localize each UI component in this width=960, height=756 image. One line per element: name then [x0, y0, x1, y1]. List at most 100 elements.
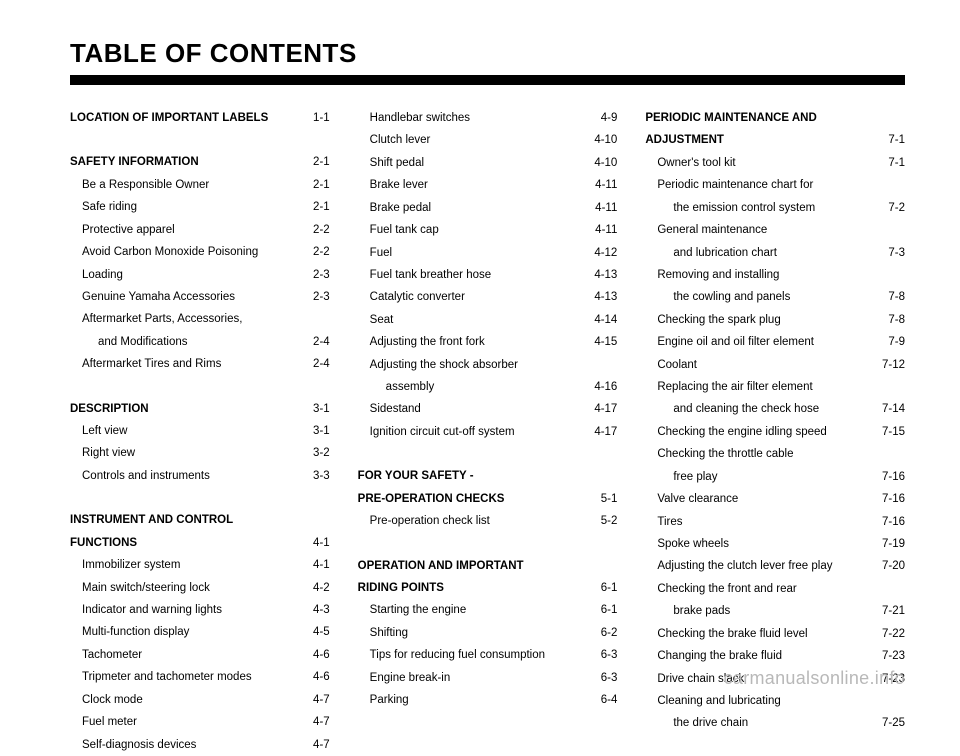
toc-entry: LOCATION OF IMPORTANT LABELS1-1 [70, 107, 330, 129]
toc-label: Fuel [370, 242, 392, 264]
toc-entry: brake pads7-21 [645, 600, 905, 622]
toc-page: 6-4 [601, 689, 618, 711]
toc-label: OPERATION AND IMPORTANT [358, 555, 524, 577]
toc-entry: Adjusting the clutch lever free play7-20 [645, 555, 905, 577]
toc-entry: Multi-function display4-5 [70, 621, 330, 643]
toc-label: Adjusting the shock absorber [370, 354, 518, 376]
toc-entry: Shift pedal4-10 [358, 152, 618, 174]
toc-page: 2-2 [313, 219, 330, 241]
toc-entry: Immobilizer system4-1 [70, 554, 330, 576]
toc-label: Shift pedal [370, 152, 424, 174]
toc-entry: Periodic maintenance chart for [645, 174, 905, 196]
toc-label: PERIODIC MAINTENANCE AND [645, 107, 816, 129]
toc-entry: Checking the engine idling speed7-15 [645, 421, 905, 443]
toc-label: Aftermarket Parts, Accessories, [82, 308, 242, 330]
toc-entry: Self-diagnosis devices4-7 [70, 734, 330, 756]
toc-entry: Pre-operation check list5-2 [358, 510, 618, 532]
toc-page: 7-25 [882, 712, 905, 734]
horizontal-rule [70, 75, 905, 85]
toc-label: Brake lever [370, 174, 428, 196]
toc-entry: Sidestand4-17 [358, 398, 618, 420]
toc-entry: Tips for reducing fuel consumption6-3 [358, 644, 618, 666]
toc-entry: Brake pedal4-11 [358, 197, 618, 219]
toc-page: 4-1 [313, 532, 330, 554]
toc-entry: RIDING POINTS6-1 [358, 577, 618, 599]
toc-label: Genuine Yamaha Accessories [82, 286, 235, 308]
spacer [358, 443, 618, 465]
toc-page: 4-17 [594, 398, 617, 420]
toc-label: Clock mode [82, 689, 143, 711]
toc-entry: PRE-OPERATION CHECKS5-1 [358, 488, 618, 510]
toc-page: 4-13 [594, 286, 617, 308]
toc-label: the emission control system [673, 197, 815, 219]
toc-page: 3-3 [313, 465, 330, 487]
toc-entry: Aftermarket Parts, Accessories, [70, 308, 330, 330]
toc-page: 7-16 [882, 488, 905, 510]
spacer [70, 487, 330, 509]
toc-entry: Replacing the air filter element [645, 376, 905, 398]
watermark: carmanualsonline.info [724, 668, 905, 689]
toc-page: 2-3 [313, 264, 330, 286]
toc-entry: Tires7-16 [645, 511, 905, 533]
toc-entry: Indicator and warning lights4-3 [70, 599, 330, 621]
toc-page: 2-2 [313, 241, 330, 263]
toc-entry: Tachometer4-6 [70, 644, 330, 666]
toc-label: Checking the throttle cable [657, 443, 793, 465]
toc-page: 3-2 [313, 442, 330, 464]
toc-label: Replacing the air filter element [657, 376, 812, 398]
toc-label: Protective apparel [82, 219, 175, 241]
toc-label: Adjusting the clutch lever free play [657, 555, 832, 577]
toc-page: 6-3 [601, 644, 618, 666]
toc-label: ADJUSTMENT [645, 129, 724, 151]
toc-entry: Fuel4-12 [358, 242, 618, 264]
toc-page: 4-7 [313, 734, 330, 756]
toc-label: Aftermarket Tires and Rims [82, 353, 221, 375]
toc-entry: Aftermarket Tires and Rims2-4 [70, 353, 330, 375]
toc-label: Be a Responsible Owner [82, 174, 209, 196]
toc-page: 6-2 [601, 622, 618, 644]
toc-entry: assembly4-16 [358, 376, 618, 398]
toc-page: 7-8 [888, 286, 905, 308]
spacer [70, 129, 330, 151]
toc-page: 4-13 [594, 264, 617, 286]
toc-label: and cleaning the check hose [673, 398, 819, 420]
toc-entry: Right view3-2 [70, 442, 330, 464]
toc-entry: Checking the brake fluid level7-22 [645, 623, 905, 645]
toc-page: 2-1 [313, 196, 330, 218]
toc-page: 4-11 [595, 174, 617, 196]
toc-label: Brake pedal [370, 197, 431, 219]
toc-entry: Avoid Carbon Monoxide Poisoning2-2 [70, 241, 330, 263]
toc-label: Checking the spark plug [657, 309, 780, 331]
toc-label: Parking [370, 689, 409, 711]
toc-label: Immobilizer system [82, 554, 180, 576]
toc-page: 7-9 [888, 331, 905, 353]
toc-entry: Spoke wheels7-19 [645, 533, 905, 555]
toc-label: brake pads [673, 600, 730, 622]
toc-page: 6-1 [601, 599, 618, 621]
toc-entry: the cowling and panels7-8 [645, 286, 905, 308]
toc-page: 7-23 [882, 645, 905, 667]
toc-label: Engine oil and oil filter element [657, 331, 814, 353]
toc-page: 4-6 [313, 644, 330, 666]
toc-label: Engine break-in [370, 667, 451, 689]
toc-entry: Loading2-3 [70, 264, 330, 286]
toc-entry: Fuel tank breather hose4-13 [358, 264, 618, 286]
toc-label: Owner's tool kit [657, 152, 735, 174]
toc-entry: the emission control system7-2 [645, 197, 905, 219]
toc-label: Changing the brake fluid [657, 645, 782, 667]
toc-entry: Removing and installing [645, 264, 905, 286]
toc-label: Main switch/steering lock [82, 577, 210, 599]
toc-page: 4-6 [313, 666, 330, 688]
toc-label: the drive chain [673, 712, 748, 734]
toc-page: 2-4 [313, 331, 330, 353]
toc-entry: Clutch lever4-10 [358, 129, 618, 151]
toc-page: 4-10 [594, 129, 617, 151]
toc-page: 4-5 [313, 621, 330, 643]
toc-label: Periodic maintenance chart for [657, 174, 813, 196]
toc-entry: and Modifications2-4 [70, 331, 330, 353]
toc-page: 2-3 [313, 286, 330, 308]
toc-page: 7-15 [882, 421, 905, 443]
toc-entry: Checking the spark plug7-8 [645, 309, 905, 331]
toc-entry: and cleaning the check hose7-14 [645, 398, 905, 420]
toc-columns: LOCATION OF IMPORTANT LABELS1-1SAFETY IN… [70, 107, 905, 756]
